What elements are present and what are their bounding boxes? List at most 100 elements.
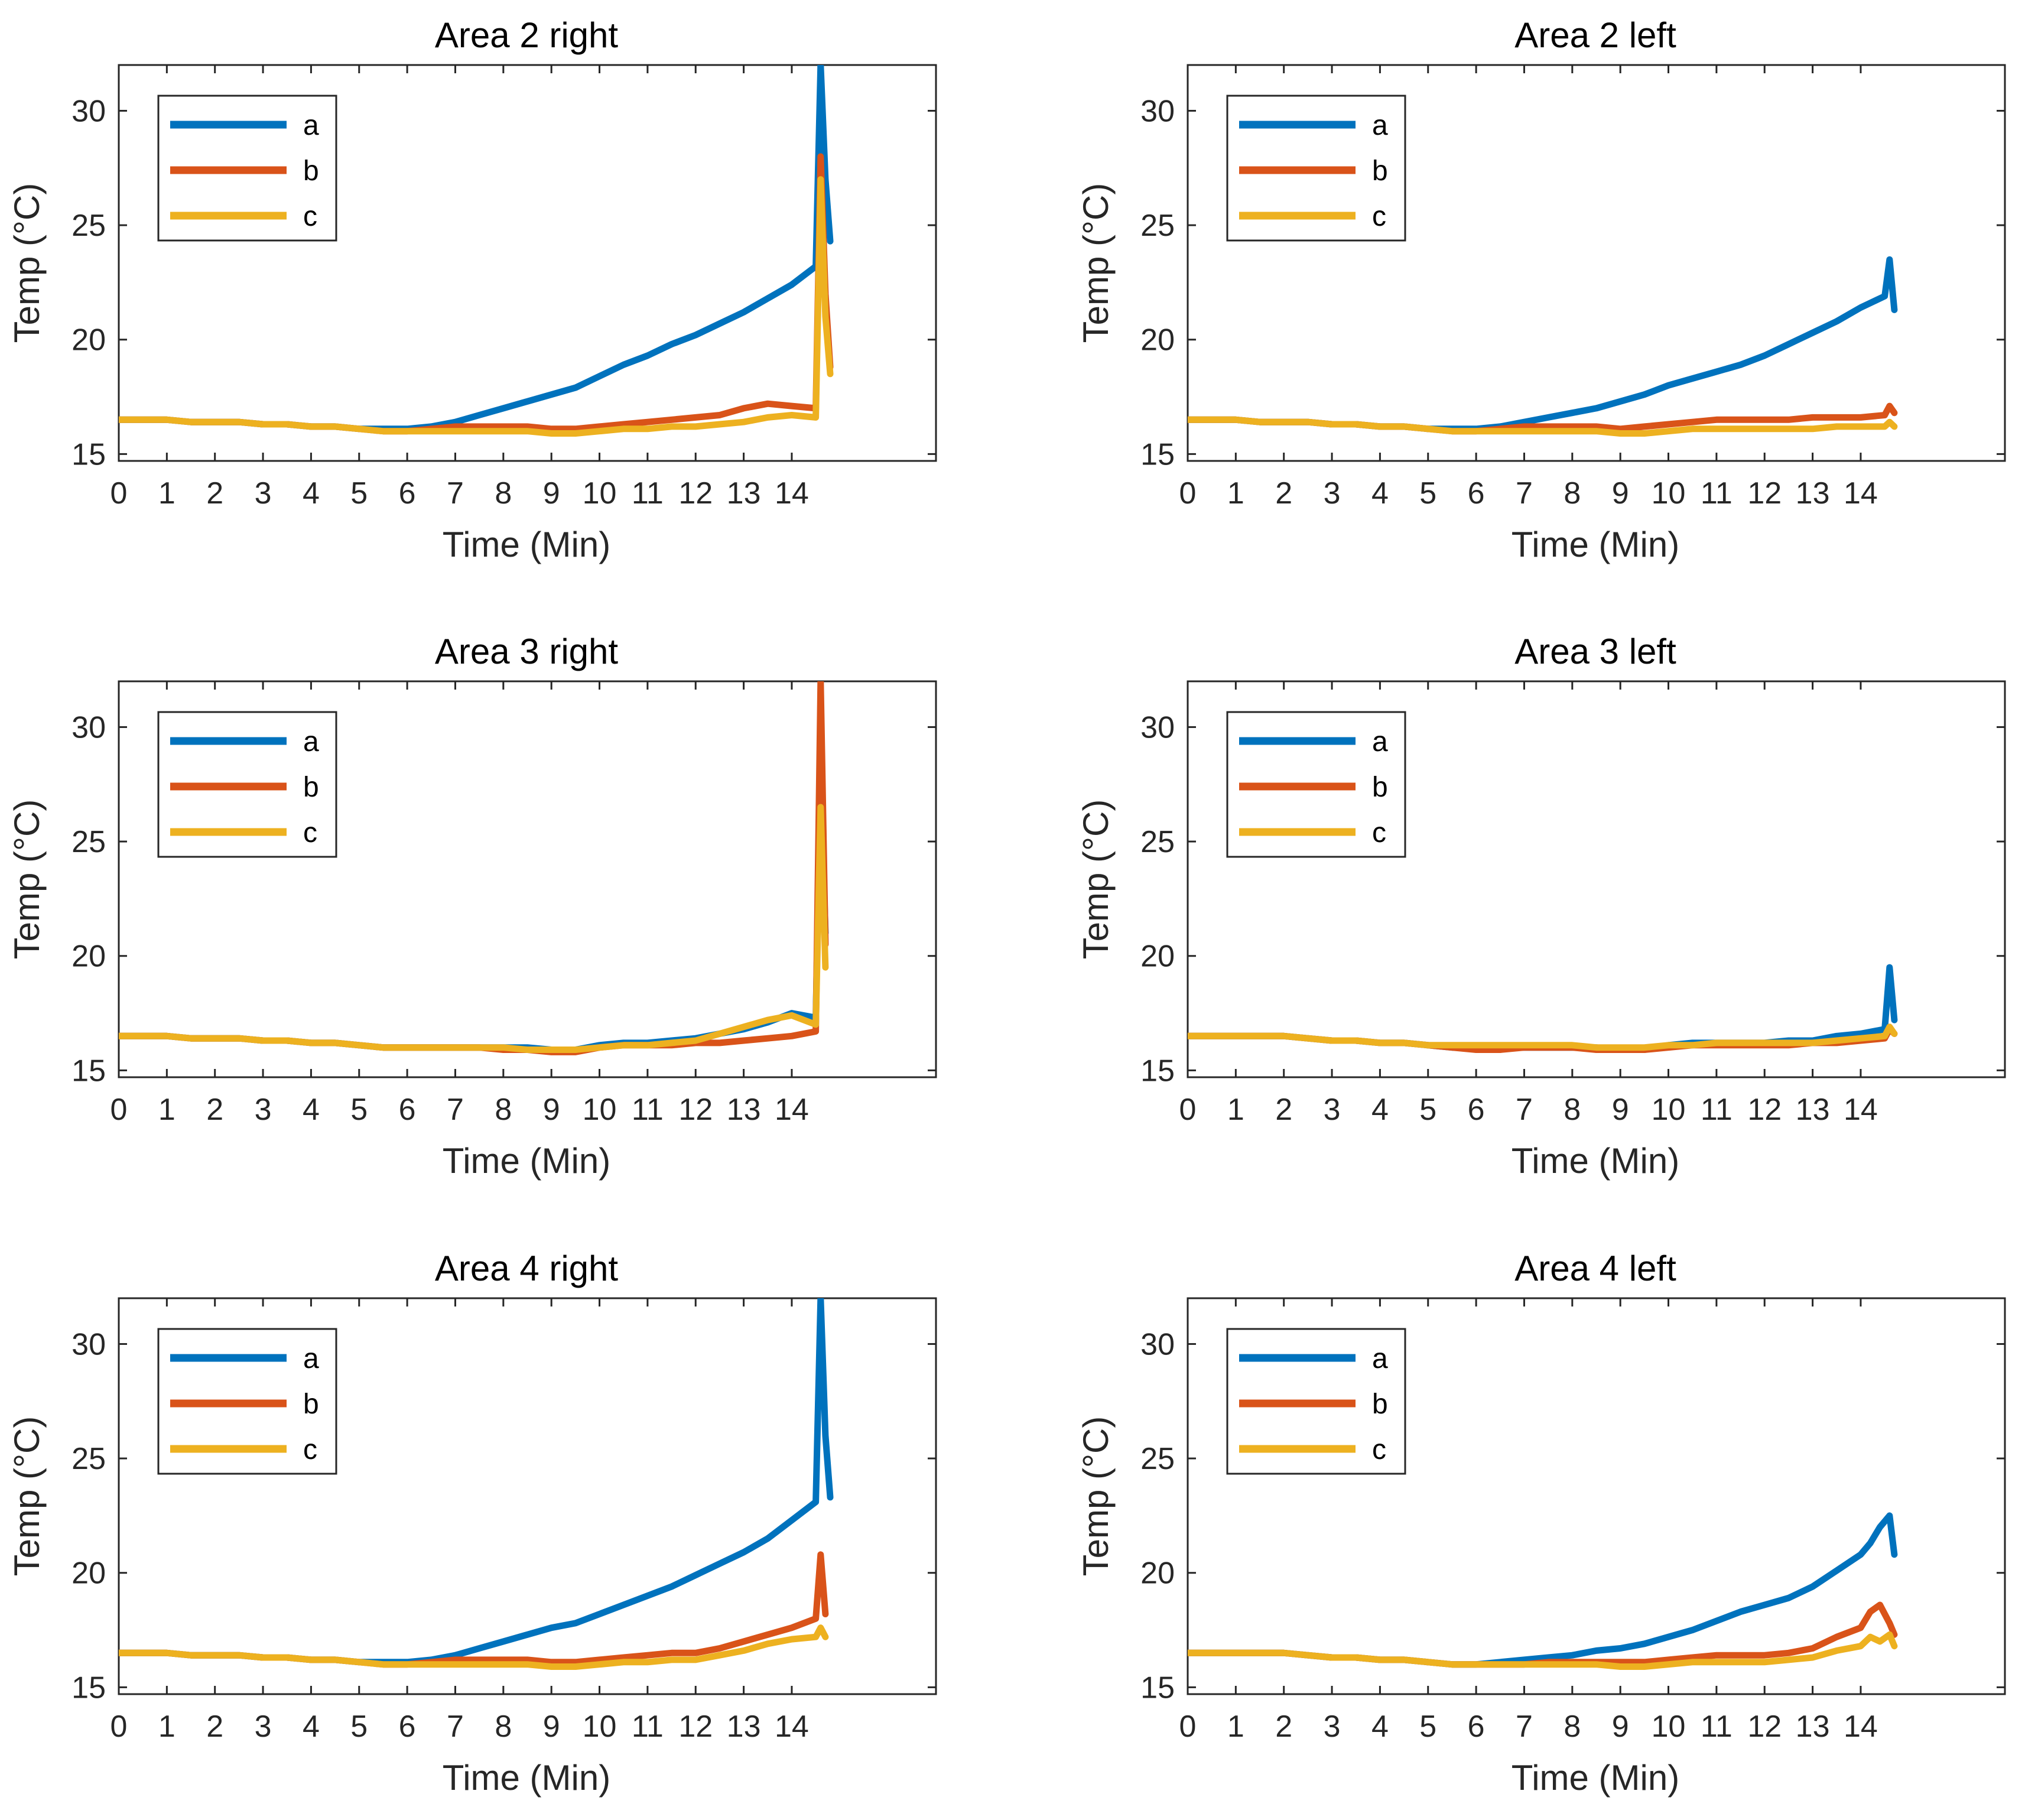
x-tick-label: 0 [110, 476, 128, 511]
x-tick-label: 13 [1796, 1093, 1830, 1127]
x-tick-label: 12 [1747, 476, 1782, 511]
y-tick-label: 30 [71, 1327, 106, 1361]
chart-title: Area 2 left [1514, 15, 1676, 55]
y-tick-label: 15 [1140, 437, 1175, 472]
x-tick-label: 7 [1516, 1710, 1533, 1744]
x-tick-label: 5 [350, 476, 368, 511]
x-tick-label: 14 [1844, 1093, 1878, 1127]
legend-label-c: c [303, 817, 317, 849]
x-tick-label: 3 [255, 1093, 272, 1127]
y-tick-label: 20 [1140, 940, 1175, 974]
x-tick-label: 6 [1468, 476, 1485, 511]
legend-label-c: c [303, 1434, 317, 1465]
x-tick-label: 13 [727, 1710, 761, 1744]
x-tick-label: 12 [1747, 1093, 1782, 1127]
legend-label-b: b [1372, 155, 1388, 187]
y-tick-label: 20 [71, 1556, 106, 1591]
y-tick-label: 20 [1140, 323, 1175, 358]
x-tick-label: 12 [678, 1093, 713, 1127]
y-tick-label: 20 [1140, 1556, 1175, 1591]
x-tick-label: 4 [1371, 476, 1389, 511]
x-tick-label: 8 [1564, 1710, 1581, 1744]
x-tick-label: 14 [1844, 1710, 1878, 1744]
y-tick-label: 25 [71, 1442, 106, 1476]
chart-title: Area 3 left [1514, 632, 1676, 671]
x-tick-label: 10 [583, 1093, 617, 1127]
legend-label-b: b [303, 772, 319, 803]
x-tick-label: 14 [775, 1093, 809, 1127]
x-tick-label: 12 [678, 1710, 713, 1744]
legend-label-a: a [1372, 110, 1388, 141]
y-axis-label: Temp (°C) [7, 183, 47, 343]
chart-title: Area 3 right [435, 632, 618, 671]
x-tick-label: 1 [1227, 1093, 1244, 1127]
y-tick-label: 30 [1140, 1327, 1175, 1361]
x-tick-label: 1 [158, 1093, 175, 1127]
x-tick-label: 4 [303, 1093, 320, 1127]
x-tick-label: 3 [255, 1710, 272, 1744]
x-tick-label: 3 [1324, 1093, 1341, 1127]
x-tick-label: 12 [678, 476, 713, 511]
x-tick-label: 11 [632, 476, 664, 511]
x-tick-label: 9 [543, 1093, 560, 1127]
x-tick-label: 7 [447, 1710, 464, 1744]
x-tick-label: 9 [543, 476, 560, 511]
y-tick-label: 30 [1140, 94, 1175, 128]
x-tick-label: 1 [158, 476, 175, 511]
x-tick-label: 3 [1324, 476, 1341, 511]
legend-label-c: c [1372, 817, 1386, 849]
y-tick-label: 30 [1140, 710, 1175, 745]
x-tick-label: 11 [632, 1710, 664, 1744]
x-tick-label: 10 [1652, 1093, 1686, 1127]
y-tick-label: 25 [1140, 825, 1175, 859]
x-tick-label: 5 [350, 1710, 368, 1744]
x-tick-label: 7 [1516, 476, 1533, 511]
x-tick-label: 14 [775, 476, 809, 511]
y-tick-label: 25 [71, 825, 106, 859]
x-axis-label: Time (Min) [1512, 1141, 1679, 1181]
y-axis-label: Temp (°C) [1076, 800, 1116, 960]
x-tick-label: 1 [158, 1710, 175, 1744]
y-axis-label: Temp (°C) [7, 800, 47, 960]
legend: abc [1226, 711, 1406, 858]
series-line-c [1188, 1631, 1898, 1670]
series-line-c [119, 804, 829, 1053]
x-tick-label: 13 [1796, 476, 1830, 511]
x-tick-label: 10 [583, 476, 617, 511]
x-tick-label: 4 [303, 1710, 320, 1744]
series-line-c [1188, 416, 1898, 437]
y-tick-label: 30 [71, 94, 106, 128]
y-tick-label: 15 [71, 1670, 106, 1705]
x-tick-label: 8 [495, 476, 512, 511]
x-tick-label: 14 [1844, 476, 1878, 511]
x-tick-label: 6 [399, 1710, 416, 1744]
x-tick-label: 12 [1747, 1710, 1782, 1744]
x-axis-label: Time (Min) [443, 525, 610, 564]
y-tick-label: 15 [71, 1054, 106, 1088]
x-tick-label: 8 [495, 1093, 512, 1127]
legend-label-a: a [303, 1343, 319, 1374]
x-tick-label: 0 [1179, 1093, 1197, 1127]
x-tick-label: 6 [1468, 1093, 1485, 1127]
x-tick-label: 1 [1227, 476, 1244, 511]
x-tick-label: 13 [727, 1093, 761, 1127]
legend: abc [157, 1328, 337, 1475]
x-tick-label: 7 [447, 476, 464, 511]
x-tick-label: 0 [110, 1710, 128, 1744]
x-tick-label: 9 [543, 1710, 560, 1744]
legend-label-b: b [303, 1389, 319, 1420]
x-tick-label: 2 [1275, 1710, 1292, 1744]
x-tick-label: 2 [206, 1710, 223, 1744]
x-tick-label: 13 [727, 476, 761, 511]
x-tick-label: 4 [1371, 1093, 1389, 1127]
x-axis-label: Time (Min) [1512, 1758, 1679, 1798]
x-tick-label: 2 [1275, 476, 1292, 511]
chart-title: Area 2 right [435, 15, 618, 55]
x-tick-label: 0 [110, 1093, 128, 1127]
x-tick-label: 4 [1371, 1710, 1389, 1744]
x-tick-label: 7 [1516, 1093, 1533, 1127]
